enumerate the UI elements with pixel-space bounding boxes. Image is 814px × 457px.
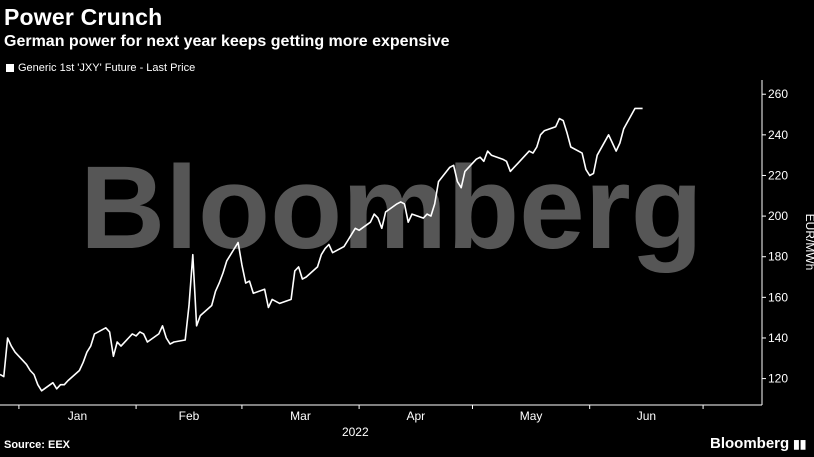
x-tick-label: Mar — [290, 409, 311, 423]
y-tick-label: 240 — [768, 128, 788, 142]
brand-logo: Bloomberg ▮▮ — [710, 435, 806, 452]
y-tick-label: 160 — [768, 290, 788, 304]
y-tick-label: 120 — [768, 372, 788, 386]
axes: 120 140 160 180 200 220 240 260 EUR/MWh Jan Feb Mar… — [0, 80, 814, 439]
source-note: Source: EEX — [4, 439, 71, 451]
bar-chart-icon: ▮▮ — [793, 436, 807, 451]
y-axis-label: EUR/MWh — [803, 214, 814, 271]
chart-title: Power Crunch — [4, 4, 163, 30]
y-tick-label: 140 — [768, 331, 788, 345]
y-tick-label: 200 — [768, 209, 788, 223]
legend-label: Generic 1st 'JXY' Future - Last Price — [18, 62, 196, 74]
legend-swatch — [6, 64, 14, 72]
y-tick-label: 260 — [768, 87, 788, 101]
legend: Generic 1st 'JXY' Future - Last Price — [6, 62, 195, 74]
y-tick-label: 180 — [768, 250, 788, 264]
series-line — [0, 107, 643, 392]
brand-label: Bloomberg — [710, 435, 790, 452]
x-tick-label: Apr — [406, 409, 425, 423]
x-axis-label: 2022 — [342, 425, 369, 439]
x-tick-label: Jan — [68, 409, 87, 423]
chart-subtitle: German power for next year keeps getting… — [4, 33, 450, 50]
x-tick-label: May — [520, 409, 543, 423]
y-tick-label: 220 — [768, 168, 788, 182]
x-tick-label: Feb — [179, 409, 200, 423]
x-tick-label: Jun — [637, 409, 656, 423]
chart-marks — [0, 107, 643, 392]
